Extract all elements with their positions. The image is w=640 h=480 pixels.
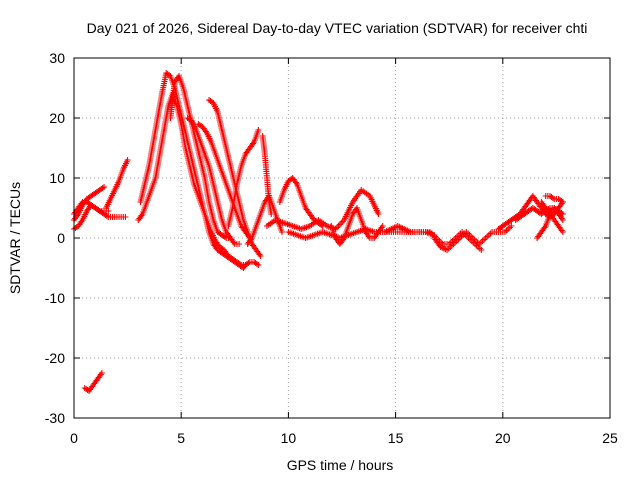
plus-marker	[255, 262, 262, 268]
x-tick-label: 25	[602, 430, 618, 446]
y-tick-label: 30	[49, 50, 65, 66]
series-arc5	[81, 370, 105, 394]
y-tick-label: -30	[45, 410, 65, 426]
series-arc24	[538, 199, 566, 235]
plus-marker	[559, 199, 566, 205]
plus-marker	[236, 241, 243, 247]
y-tick-label: -10	[45, 290, 65, 306]
x-axis-label: GPS time / hours	[287, 457, 394, 473]
plus-marker	[101, 184, 108, 190]
series-arc4	[103, 157, 131, 211]
plus-marker	[253, 261, 260, 267]
plus-marker	[99, 185, 106, 191]
plus-marker	[478, 247, 485, 253]
x-tick-labels: 0 5 10 15 20 25	[70, 430, 618, 446]
plus-marker	[236, 261, 243, 267]
plus-marker	[508, 223, 515, 229]
series-arc7	[135, 91, 262, 268]
plus-marker	[124, 157, 131, 163]
plus-marker	[559, 229, 566, 235]
plus-marker	[318, 222, 325, 228]
plus-marker	[559, 217, 566, 223]
y-tick-labels: -30 -20 -10 0 10 20 30	[45, 50, 65, 426]
x-tick-label: 20	[495, 430, 511, 446]
plus-marker	[379, 223, 386, 229]
series-arc18	[328, 205, 386, 247]
plus-marker	[558, 198, 565, 204]
series-arc9	[184, 115, 243, 247]
plus-marker	[95, 207, 102, 213]
plus-marker	[268, 211, 275, 217]
chart-title: Day 021 of 2026, Sidereal Day-to-day VTE…	[87, 20, 588, 36]
y-tick-label: 0	[57, 230, 65, 246]
plus-marker	[103, 213, 110, 219]
x-tick-label: 15	[388, 430, 404, 446]
y-axis-label: SDTVAR / TECUs	[7, 182, 23, 294]
x-tick-label: 5	[177, 430, 185, 446]
y-tick-label: 10	[49, 170, 65, 186]
plus-marker	[278, 229, 285, 235]
plus-marker	[319, 223, 326, 229]
plus-marker	[336, 221, 343, 228]
plus-marker	[122, 214, 129, 220]
y-tick-label: 20	[49, 110, 65, 126]
series-arc20	[431, 223, 515, 253]
plus-marker	[338, 220, 345, 226]
plus-marker	[98, 370, 105, 376]
series-arc25	[542, 193, 566, 205]
series-arc17	[276, 175, 326, 229]
data-marks	[71, 70, 566, 394]
plus-marker	[245, 260, 252, 266]
series-arc8	[167, 73, 234, 241]
y-tick-label: -20	[45, 350, 65, 366]
series-arc11	[206, 97, 264, 259]
plus-marker	[257, 253, 264, 259]
plus-marker	[549, 195, 556, 201]
plus-marker	[375, 211, 382, 217]
x-tick-label: 10	[281, 430, 297, 446]
plus-marker	[255, 127, 262, 133]
series-arc14	[259, 133, 275, 217]
series-arc12	[225, 127, 262, 229]
x-tick-label: 0	[70, 430, 78, 446]
axis-ticks	[73, 57, 611, 419]
